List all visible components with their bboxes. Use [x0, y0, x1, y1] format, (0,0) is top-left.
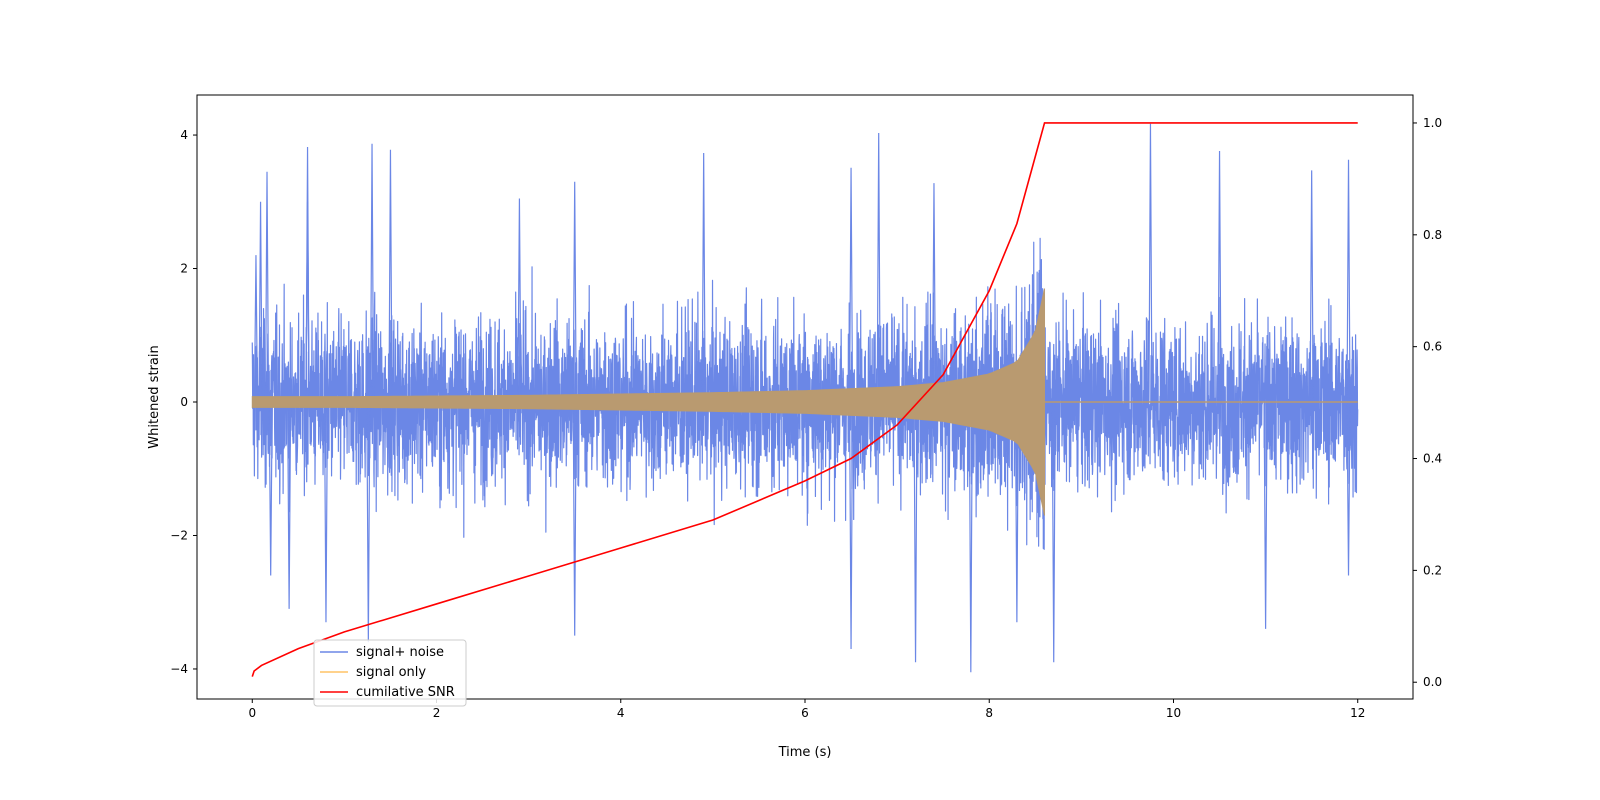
noise-peak — [848, 167, 854, 403]
legend-label: cumilative SNR — [356, 685, 455, 700]
noise-peak — [305, 147, 310, 403]
noise-peak — [268, 402, 273, 576]
y-right-tick-label: 1.0 — [1423, 116, 1442, 130]
y-right-tick-label: 0.0 — [1423, 675, 1442, 689]
y-tick-label: 2 — [180, 262, 188, 276]
noise-peak — [369, 143, 375, 403]
noise-peak — [1217, 151, 1222, 403]
y-right-tick-label: 0.2 — [1423, 563, 1442, 577]
noise-peak — [264, 171, 270, 403]
legend-label: signal only — [356, 665, 426, 680]
x-tick-label: 6 — [801, 706, 809, 720]
noise-peak — [253, 255, 259, 403]
y-tick-label: 4 — [180, 128, 188, 142]
x-tick-label: 2 — [433, 706, 441, 720]
noise-peak — [258, 201, 263, 403]
y-tick-label: 0 — [180, 395, 188, 409]
noise-peak — [517, 198, 522, 403]
x-tick-label: 0 — [248, 706, 256, 720]
noise-peak — [1346, 159, 1351, 403]
y-tick-label: −2 — [170, 528, 188, 542]
y-right-tick-label: 0.4 — [1423, 452, 1442, 466]
series-signal-plus-noise-line — [251, 237, 1359, 550]
series-signal-only-chirp — [251, 288, 1046, 516]
x-tick-label: 12 — [1350, 706, 1365, 720]
legend-label: signal+ noise — [356, 645, 444, 660]
series-cumulative-snr-line — [251, 122, 1358, 677]
noise-peak — [931, 183, 937, 403]
x-tick-label: 10 — [1166, 706, 1181, 720]
x-tick-label: 8 — [985, 706, 993, 720]
noise-peak — [572, 181, 577, 403]
y-right-tick-label: 0.8 — [1423, 228, 1442, 242]
noise-peak — [876, 133, 881, 403]
legend-box — [313, 639, 467, 707]
noise-peak — [1309, 170, 1314, 403]
y-axis-label: Whitened strain — [147, 345, 162, 448]
noise-peak — [701, 153, 706, 403]
noise-peak — [1346, 402, 1351, 576]
y-right-tick-label: 0.6 — [1423, 340, 1442, 354]
x-axis-label: Time (s) — [778, 745, 832, 760]
x-tick-label: 4 — [617, 706, 625, 720]
y-tick-label: −4 — [170, 662, 188, 676]
legend: signal+ noise signal only cumilative SNR — [313, 639, 467, 707]
noise-peak — [388, 149, 393, 403]
